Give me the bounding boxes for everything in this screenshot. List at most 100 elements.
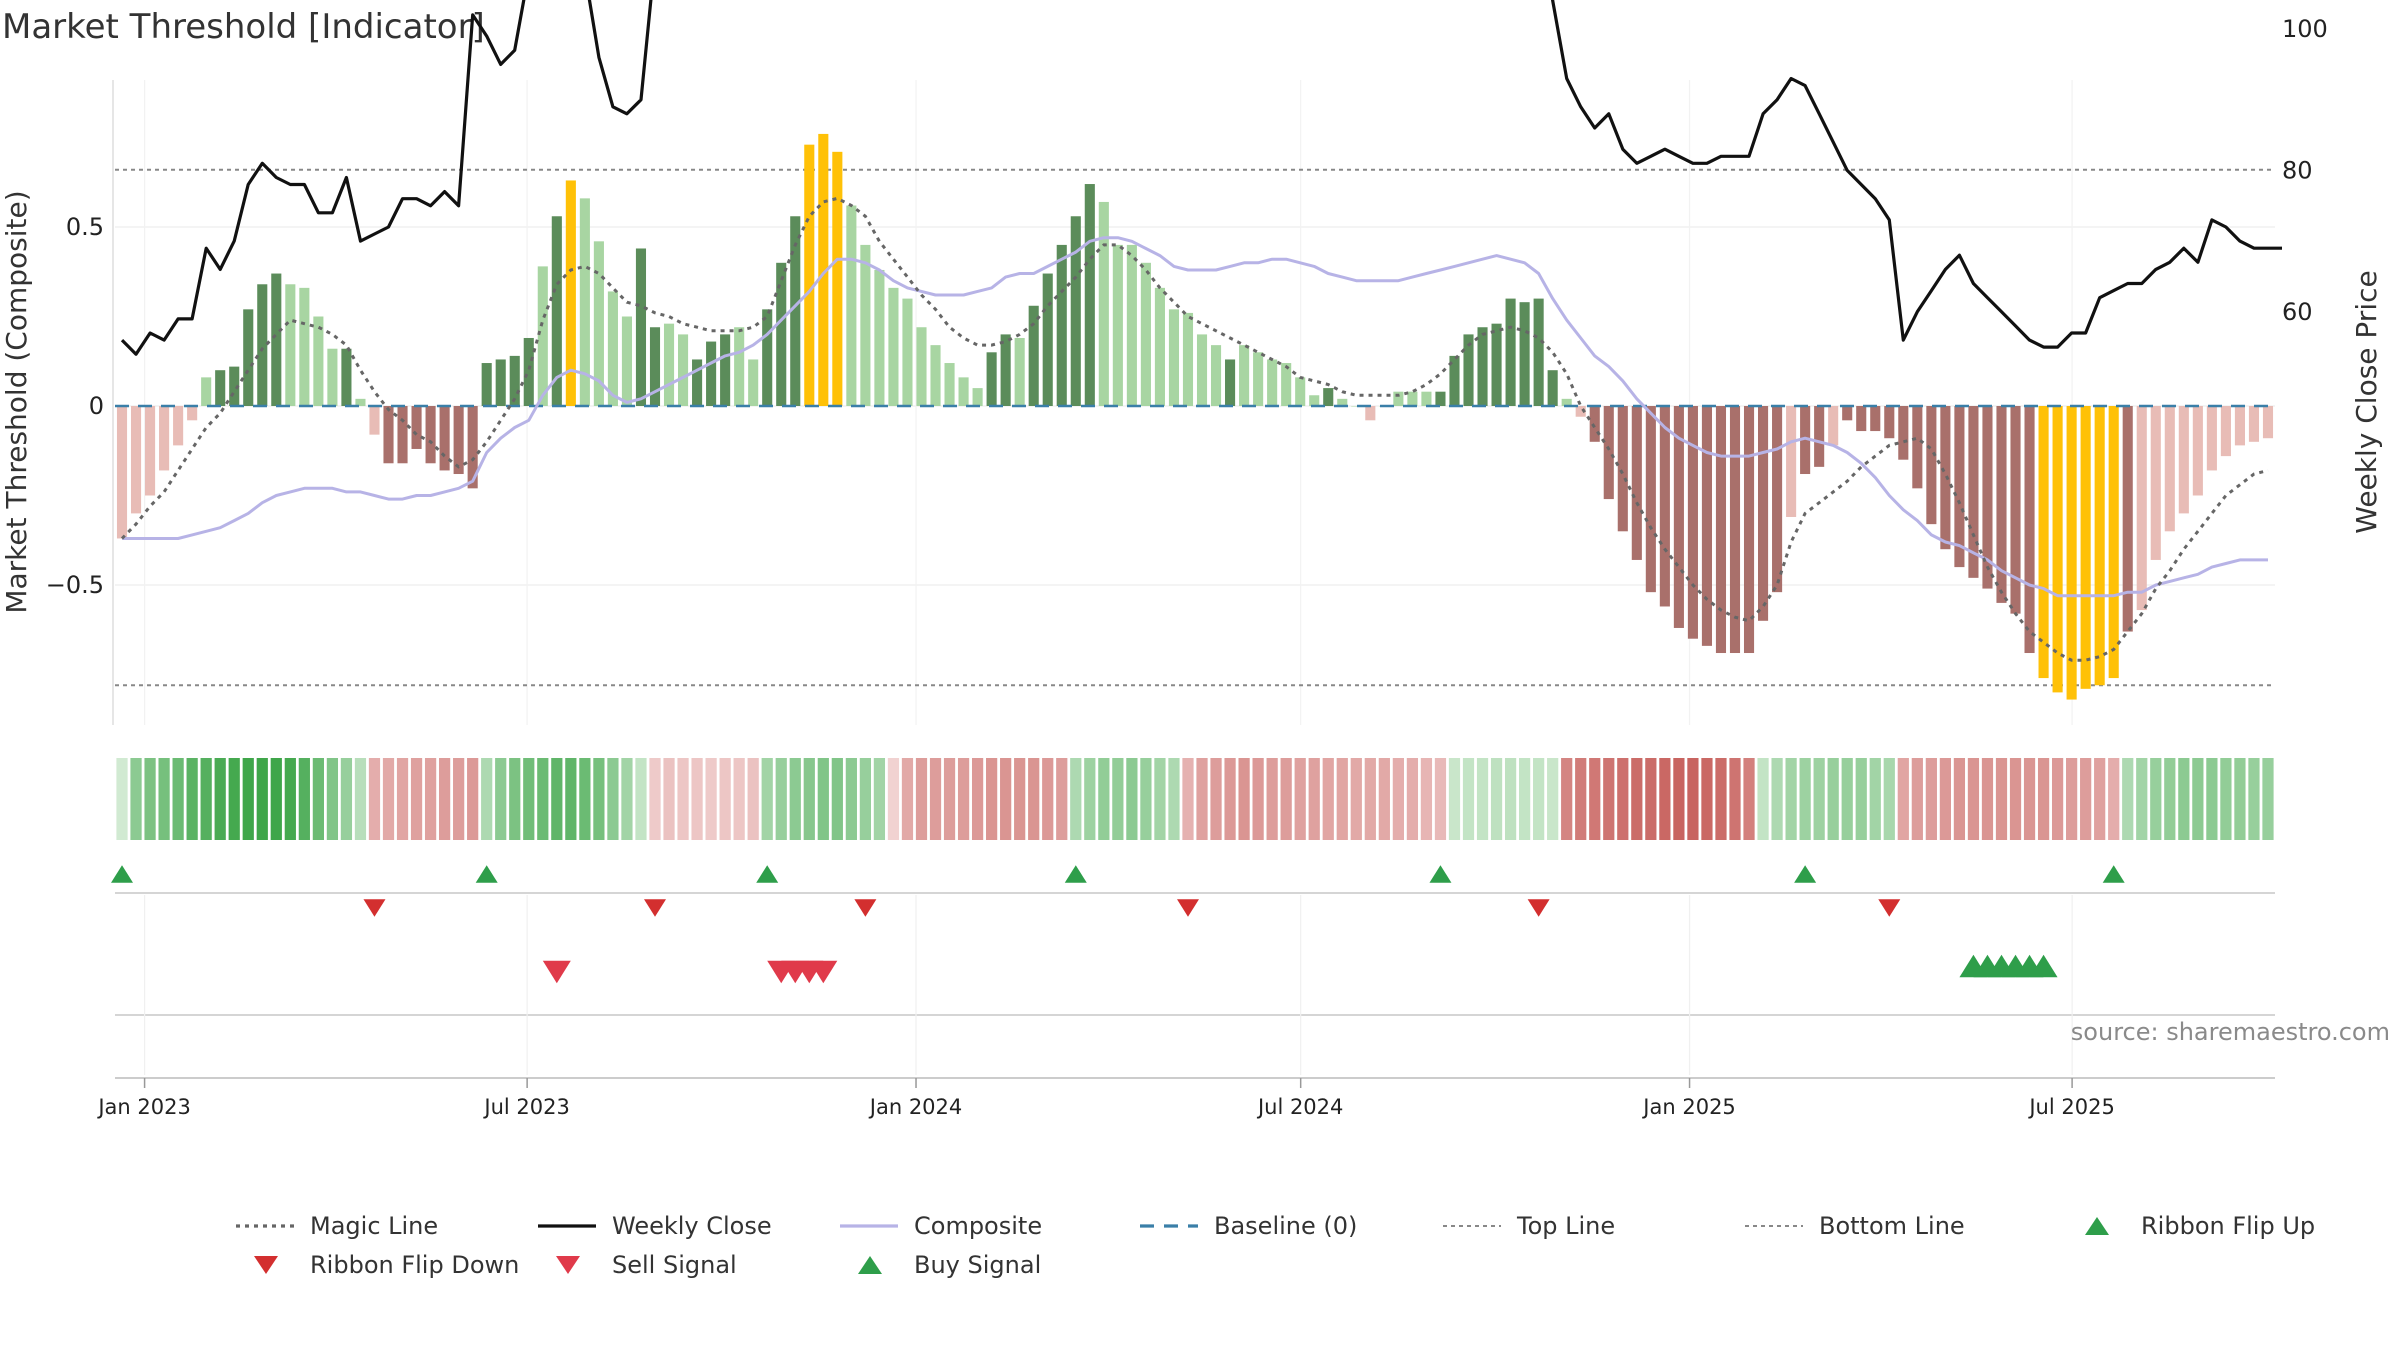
ribbon-cell [1196, 758, 1208, 840]
composite-bar [2094, 406, 2105, 686]
legend-item: Ribbon Flip Down [254, 1251, 519, 1279]
composite-bar [1154, 287, 1165, 406]
ribbon-cell [158, 758, 170, 840]
ribbon-cell [1042, 758, 1054, 840]
ribbon-cell [551, 758, 563, 840]
ribbon-cell [1813, 758, 1825, 840]
ribbon-cell [1294, 758, 1306, 840]
composite-bar [145, 406, 156, 496]
ribbon-cell [1953, 758, 1966, 840]
composite-bar [2066, 406, 2077, 700]
ribbon-cell [1603, 758, 1615, 840]
ribbon-cell [1210, 758, 1222, 840]
composite-bar [1673, 406, 1684, 628]
composite-bar [1056, 244, 1067, 406]
ribbon-cell [929, 758, 942, 840]
composite-bar [902, 298, 913, 406]
y-right-axis-label: Weekly Close Price [2350, 270, 2383, 533]
ribbon-cell [579, 758, 591, 840]
composite-bar [2192, 406, 2203, 496]
ribbon-cell [2248, 758, 2260, 840]
ribbon-cell [200, 758, 212, 840]
composite-bar [692, 359, 703, 406]
ribbon-cell [1308, 758, 1320, 840]
composite-bar [1070, 216, 1081, 406]
composite-bar [1758, 406, 1769, 621]
ribbon-flip-down-marker [1176, 899, 1199, 917]
x-tick-label: Jul 2023 [482, 1095, 569, 1119]
ribbon-cell [1547, 758, 1559, 840]
legend-marker [556, 1256, 580, 1274]
ribbon-cell [1561, 758, 1573, 840]
ribbon-cell [298, 758, 310, 840]
composite-bar [1968, 406, 1979, 578]
composite-bar [327, 348, 338, 406]
ribbon-cell [2234, 758, 2246, 840]
ribbon-cell [2080, 758, 2092, 840]
composite-bar [1253, 352, 1264, 406]
ribbon-cell [1995, 758, 2008, 840]
composite-bar [1898, 406, 1909, 460]
ribbon-cell [1140, 758, 1152, 840]
composite-bar [1687, 406, 1698, 639]
ribbon-cell [523, 758, 535, 840]
ribbon-cell [761, 758, 773, 840]
legend-item: Baseline (0) [1140, 1212, 1357, 1240]
y-right-tick-label: 60 [2282, 298, 2313, 326]
composite-bar [383, 406, 394, 464]
ribbon-cell [1589, 758, 1601, 840]
composite-bar [2024, 406, 2035, 654]
y-left-tick-label: −0.5 [46, 571, 104, 599]
legend-item: Top Line [1443, 1212, 1615, 1240]
ribbon-cell [1519, 758, 1531, 840]
composite-bar [2108, 406, 2119, 679]
ribbon-cell [2150, 758, 2162, 840]
ribbon-cell [1084, 758, 1096, 840]
composite-bar [874, 269, 885, 406]
marker-rows [111, 865, 2275, 1075]
composite-bar [2178, 406, 2189, 514]
composite-bar [2220, 406, 2231, 457]
ribbon-cell [1126, 758, 1138, 840]
composite-bar [1463, 334, 1474, 406]
composite-bar [537, 266, 548, 406]
ribbon-cell [1238, 758, 1250, 840]
ribbon-cell [789, 758, 801, 840]
ribbon-cell [733, 758, 745, 840]
ribbon-cell [1448, 758, 1461, 840]
ribbon-cell [354, 758, 367, 840]
ribbon-cell [1645, 758, 1657, 840]
ribbon-cell [382, 758, 395, 840]
composite-bar [1225, 359, 1236, 406]
composite-bar [1533, 298, 1544, 406]
x-axis: Jan 2023 Jul 2023 Jan 2024 Jul 2024 Jan 2025… [96, 1077, 2275, 1119]
ribbon-cell [1743, 758, 1755, 840]
ribbon-flip-down-marker [1878, 899, 1901, 917]
ribbon-flip-up-marker [475, 865, 498, 883]
ribbon-cell [859, 758, 871, 840]
composite-bar [1182, 312, 1194, 406]
legend-label: Weekly Close [612, 1212, 772, 1240]
composite-bar [663, 323, 675, 406]
composite-bar [299, 287, 310, 406]
composite-bar [958, 377, 969, 406]
main-grid [115, 80, 2275, 725]
ribbon-cell [1939, 758, 1951, 840]
composite-bar [1786, 406, 1797, 517]
composite-bar [1014, 337, 1025, 406]
composite-bar [1449, 355, 1460, 406]
composite-bar [1323, 388, 1334, 406]
legend-item: Bottom Line [1745, 1212, 1965, 1240]
composite-bar [1561, 398, 1572, 406]
ribbon-cell [1799, 758, 1811, 840]
ribbon-cell [537, 758, 549, 840]
ribbon-cell [845, 758, 857, 840]
ribbon-cell [326, 758, 339, 840]
legend-item: Ribbon Flip Up [2085, 1212, 2315, 1240]
composite-bar [1954, 406, 1965, 568]
composite-bar [706, 341, 717, 406]
composite-bar [748, 359, 759, 406]
composite-bar [1365, 406, 1376, 421]
composite-bar [1084, 184, 1095, 406]
ribbon-cell [509, 758, 521, 840]
